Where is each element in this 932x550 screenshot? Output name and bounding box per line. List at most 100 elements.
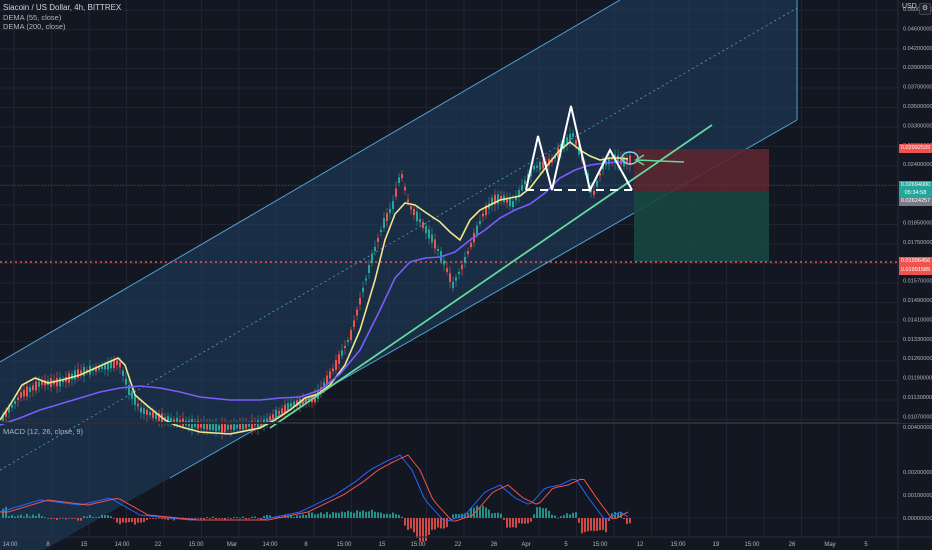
macd-histogram-bar [62, 517, 64, 519]
macd-histogram-bar [14, 516, 16, 518]
macd-histogram-bar [551, 514, 553, 518]
price-tick-label: 0.02400000 [903, 162, 932, 168]
candle-body [500, 196, 502, 201]
take-profit-zone[interactable] [634, 192, 769, 262]
indicator-legend: DEMA (55, close) DEMA (200, close) [3, 13, 66, 31]
macd-histogram-bar [269, 515, 271, 518]
macd-histogram-bar [563, 515, 565, 518]
macd-histogram-bar [53, 518, 55, 519]
macd-histogram-bar [485, 507, 487, 518]
price-axis-bg[interactable] [898, 0, 932, 423]
macd-histogram-bar [116, 518, 118, 523]
candle-body [506, 198, 508, 203]
macd-histogram-bar [437, 518, 439, 528]
time-tick-label: 14:00 [114, 542, 130, 548]
macd-histogram-bar [350, 511, 352, 518]
macd-histogram-bar [404, 518, 406, 526]
time-tick-label: Mar [227, 542, 237, 548]
macd-histogram-bar [338, 512, 340, 518]
macd-histogram-bar [122, 518, 124, 523]
candle-body [107, 361, 109, 370]
candle-body [2, 414, 4, 421]
candle-body [224, 423, 226, 433]
macd-histogram-bar [50, 518, 52, 520]
stop-loss-zone[interactable] [634, 149, 769, 192]
candle-body [332, 368, 334, 372]
candle-body [419, 218, 421, 223]
channel-upper-line[interactable] [0, 0, 621, 363]
indicator-dema-200[interactable]: DEMA (200, close) [3, 22, 66, 31]
macd-tick-label: 0.00400000 [903, 425, 932, 431]
macd-histogram-bar [341, 511, 343, 518]
candle-body [359, 297, 361, 305]
candle-body [287, 403, 289, 411]
macd-histogram-bar [572, 512, 574, 518]
candle-body [497, 194, 499, 204]
macd-histogram-bar [47, 517, 49, 519]
time-tick-label: 26 [491, 542, 498, 548]
macd-histogram-bar [497, 512, 499, 518]
price-tick-label: 0.03500000 [903, 104, 932, 110]
macd-histogram-bar [353, 512, 355, 518]
candle-body [599, 173, 601, 176]
candle-body [122, 370, 124, 376]
candle-body [158, 413, 160, 421]
indicator-dema-55[interactable]: DEMA (55, close) [3, 13, 62, 22]
macd-histogram-bar [446, 518, 448, 528]
candle-body [194, 421, 196, 427]
candle-body [206, 422, 208, 430]
macd-title[interactable]: MACD (12, 26, close, 9) [3, 427, 84, 436]
time-tick-label: 19 [713, 542, 720, 548]
candle-body [377, 238, 379, 242]
macd-histogram-bar [56, 518, 58, 520]
macd-histogram-bar [398, 514, 400, 518]
macd-histogram-bar [305, 514, 307, 518]
candle-body [617, 155, 619, 165]
arrow-line[interactable] [635, 159, 685, 163]
triple-top-pattern[interactable] [525, 105, 633, 193]
candle-body [272, 414, 274, 419]
candle-body [113, 359, 115, 369]
price-tick-label: 0.03300000 [903, 123, 932, 129]
macd-histogram-bar [8, 516, 10, 518]
macd-histogram-bar [506, 518, 508, 528]
candle-body [233, 423, 235, 431]
macd-histogram-bar [128, 518, 130, 523]
macd-histogram-bar [143, 518, 145, 523]
candle-body [524, 180, 526, 185]
macd-histogram-bar [467, 512, 469, 518]
macd-histogram-bar [95, 517, 97, 519]
candle-body [572, 133, 574, 137]
macd-histogram-bar [311, 512, 313, 518]
macd-histogram-bar [161, 518, 163, 520]
time-axis[interactable]: 14:00 8 15 14:00 22 15:00 Mar 14:00 8 15:00 15 15:0… [2, 542, 868, 548]
candle-body [383, 218, 385, 228]
macd-histogram-bar [206, 517, 208, 518]
ascending-trendline[interactable] [269, 124, 713, 429]
macd-histogram-bar [20, 514, 22, 518]
macd-histogram-bar [389, 514, 391, 518]
candle-body [212, 423, 214, 431]
macd-histogram-bar [611, 513, 613, 518]
candle-body [245, 422, 247, 429]
candle-body [536, 165, 538, 168]
candle-body [407, 199, 409, 203]
macd-histogram-bar [521, 518, 523, 524]
macd-histogram-bar [395, 514, 397, 518]
candle-body [566, 137, 568, 145]
time-tick-label: 14:00 [262, 542, 278, 548]
macd-histogram-bar [548, 510, 550, 518]
candle-body [347, 339, 349, 343]
candle-body [170, 417, 172, 423]
macd-histogram-bar [575, 512, 577, 518]
time-tick-label: 15:00 [336, 542, 352, 548]
macd-histogram-bar [359, 511, 361, 518]
symbol-title[interactable]: Siacoin / US Dollar, 4h, BITTREX [3, 3, 122, 12]
macd-histogram-bar [167, 518, 169, 521]
gear-icon[interactable]: ⚙ [919, 3, 931, 15]
candle-body [149, 411, 151, 416]
time-tick-label: 15:00 [670, 542, 686, 548]
macd-histogram-bar [317, 513, 319, 518]
time-tick-label: 5 [864, 542, 868, 548]
